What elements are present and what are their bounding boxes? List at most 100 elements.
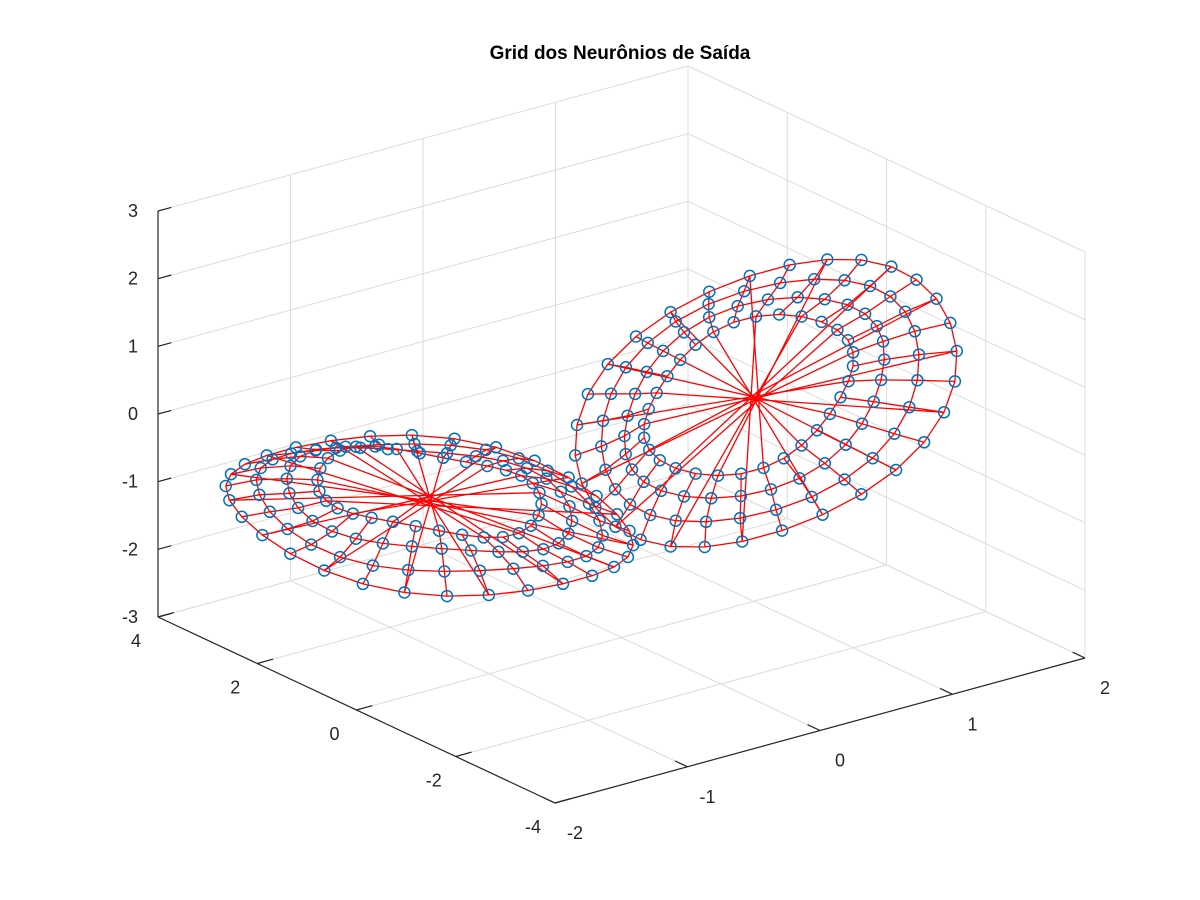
neuron-marker	[831, 323, 844, 337]
grid-edge	[847, 339, 854, 353]
z-tick-mark	[157, 409, 172, 415]
neuron-marker	[319, 494, 333, 508]
neuron-marker	[783, 258, 796, 272]
grid-edge	[824, 279, 846, 300]
grid-edge	[355, 446, 564, 585]
neuron-marker	[533, 486, 546, 499]
grid-edge	[331, 513, 354, 532]
grid-edge	[917, 379, 955, 383]
neuron-marker	[408, 437, 421, 451]
x-tick-label: -2	[567, 823, 583, 843]
neuron-marker	[440, 589, 454, 603]
grid-edge	[705, 498, 712, 522]
neuron-marker	[911, 374, 924, 387]
grid-edge	[372, 543, 384, 566]
grid-edge	[330, 435, 371, 442]
neuron-marker	[590, 489, 603, 503]
grid-edge	[545, 478, 562, 493]
neuron-marker	[263, 505, 277, 519]
neuron-marker	[410, 444, 424, 458]
grid-edge	[502, 457, 519, 462]
neuron-marker	[623, 498, 637, 511]
grid-edge	[708, 290, 745, 305]
neuron-marker	[405, 540, 419, 553]
grid-edge	[594, 488, 616, 509]
neuron-marker	[333, 444, 347, 457]
neuron-marker	[521, 584, 535, 597]
neuron-marker	[561, 555, 574, 569]
neuron-marker	[761, 293, 775, 306]
neuron-marker	[912, 348, 926, 361]
grid-edge	[266, 454, 520, 534]
grid-edge	[258, 494, 271, 513]
grid-line	[157, 403, 689, 550]
neuron-marker	[346, 507, 360, 520]
neuron-marker	[899, 305, 912, 318]
grid-edge	[415, 525, 440, 532]
neuron-marker	[815, 315, 828, 329]
neuron-marker	[496, 530, 510, 544]
neuron-marker	[609, 520, 622, 534]
grid-line	[687, 65, 1086, 253]
grid-edge	[767, 282, 781, 300]
neuron-marker	[621, 550, 635, 564]
chart-title: Grid dos Neurônios de Saída	[490, 43, 751, 64]
grid-edge	[413, 443, 418, 452]
grid-edge	[634, 371, 648, 395]
neuron-marker	[791, 291, 804, 304]
neuron-marker	[306, 514, 319, 528]
grid-edge	[419, 452, 444, 459]
grid-edge	[396, 448, 420, 454]
grid-edge	[512, 568, 529, 591]
grid-edge	[488, 589, 529, 596]
neuron-marker	[642, 402, 655, 416]
grid-edge	[648, 392, 658, 410]
neuron-marker	[604, 387, 618, 401]
neuron-marker	[855, 488, 868, 501]
neuron-marker	[321, 451, 335, 465]
grid-edge	[623, 435, 627, 455]
grid-edge	[816, 413, 831, 431]
neuron-marker	[664, 540, 677, 553]
grid-edge	[443, 571, 448, 597]
neuron-marker	[793, 472, 806, 485]
neuron-marker	[568, 449, 582, 462]
grid-edge	[255, 479, 261, 495]
grid-edge	[600, 446, 607, 470]
neuron-marker	[842, 374, 855, 388]
neuron-marker	[284, 459, 297, 473]
grid-edge	[844, 279, 871, 287]
neuron-marker	[516, 545, 530, 559]
neuron-marker	[291, 501, 305, 515]
neuron-marker	[469, 449, 483, 463]
neuron-marker	[734, 489, 748, 503]
neuron-marker	[309, 444, 322, 457]
grid-edge	[662, 350, 681, 361]
y-tick-label: -2	[426, 771, 442, 791]
z-tick-mark	[157, 612, 172, 618]
grid-edge	[605, 453, 627, 471]
neuron-marker	[910, 273, 923, 286]
grid-edge	[324, 569, 364, 585]
neuron-marker	[735, 535, 749, 548]
neuron-marker	[438, 565, 451, 578]
z-tick-label: 3	[128, 201, 138, 221]
neuron-marker	[775, 524, 789, 537]
neuron-marker	[810, 424, 824, 437]
neuron-marker	[436, 451, 450, 465]
neuron-marker	[950, 344, 964, 358]
grid-edge	[679, 344, 697, 361]
grid-edge	[411, 525, 417, 547]
neuron-marker	[773, 276, 787, 290]
x-tick-label: 2	[1100, 678, 1110, 698]
grid-edge	[844, 259, 862, 281]
grid-edge	[660, 467, 677, 492]
neuron-marker	[365, 511, 378, 525]
neuron-marker	[876, 335, 890, 348]
neuron-marker	[333, 550, 347, 564]
grid-edge	[762, 467, 772, 490]
grid-edge	[876, 325, 884, 342]
neuron-marker	[331, 501, 344, 515]
grid-edge	[581, 483, 596, 509]
grid-edge	[288, 492, 299, 509]
